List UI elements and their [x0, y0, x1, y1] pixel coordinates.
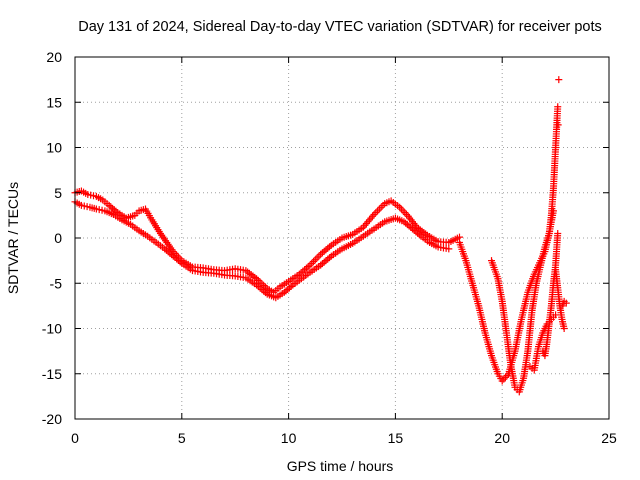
y-tick-label: -20 — [42, 411, 62, 427]
data-point — [287, 283, 295, 291]
data-point — [501, 373, 509, 381]
points-layer — [71, 76, 570, 396]
data-point — [369, 212, 377, 220]
y-tick-label: -15 — [42, 366, 62, 382]
y-tick-label: 0 — [54, 230, 62, 246]
x-tick-label: 25 — [601, 430, 617, 446]
data-point — [315, 252, 323, 260]
data-point — [403, 210, 411, 218]
y-tick-label: 20 — [46, 49, 62, 65]
data-point — [377, 203, 385, 211]
data-point — [367, 214, 375, 222]
x-tick-label: 15 — [388, 430, 404, 446]
x-axis-label: GPS time / hours — [287, 458, 394, 474]
data-point — [560, 325, 568, 332]
data-point — [554, 229, 562, 237]
data-point — [445, 245, 453, 253]
data-point — [374, 207, 382, 215]
grid-layer — [75, 57, 609, 419]
chart-title: Day 131 of 2024, Sidereal Day-to-day VTE… — [78, 19, 602, 35]
data-point — [399, 207, 407, 215]
data-point-outlier — [554, 121, 562, 129]
data-point — [562, 299, 570, 307]
labels-layer: Day 131 of 2024, Sidereal Day-to-day VTE… — [5, 19, 617, 474]
data-point — [362, 220, 370, 228]
data-point — [372, 209, 380, 217]
data-point — [554, 103, 562, 111]
data-point — [401, 209, 409, 217]
data-point — [549, 207, 557, 215]
data-point — [370, 210, 378, 218]
data-point-outlier — [555, 76, 563, 84]
y-tick-label: -10 — [42, 321, 62, 337]
data-point — [311, 256, 319, 264]
data-point — [310, 258, 318, 266]
data-point — [375, 205, 383, 213]
x-tick-label: 20 — [494, 430, 510, 446]
data-point — [313, 254, 321, 262]
y-tick-label: 15 — [46, 94, 62, 110]
y-axis-label: SDTVAR / TECUs — [5, 182, 21, 294]
y-tick-label: -5 — [50, 275, 63, 291]
x-tick-label: 5 — [178, 430, 186, 446]
data-point — [176, 258, 184, 266]
data-point — [364, 218, 372, 226]
data-point — [308, 259, 316, 267]
data-point — [397, 205, 405, 213]
data-point — [365, 216, 373, 224]
data-point — [361, 221, 369, 229]
y-tick-label: 5 — [54, 185, 62, 201]
x-tick-label: 10 — [281, 430, 297, 446]
x-tick-label: 0 — [71, 430, 79, 446]
y-tick-label: 10 — [46, 140, 62, 156]
data-point — [415, 231, 423, 239]
axes-layer — [74, 56, 610, 420]
